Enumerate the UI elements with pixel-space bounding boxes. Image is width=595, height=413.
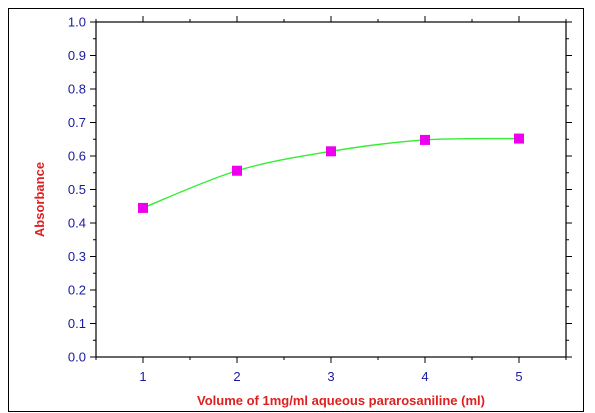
x-tick-label: 3 bbox=[327, 369, 334, 384]
x-tick-label: 4 bbox=[421, 369, 428, 384]
y-tick-label: 0.9 bbox=[68, 48, 86, 63]
data-point-marker bbox=[138, 202, 148, 213]
y-tick-label: 0.6 bbox=[68, 149, 86, 164]
y-tick-label: 0.7 bbox=[68, 115, 86, 130]
x-tick-labels: 1 2 3 4 5 bbox=[139, 369, 522, 384]
data-point-marker bbox=[232, 165, 242, 176]
y-tick-label: 0.4 bbox=[68, 216, 86, 231]
tick-marks bbox=[90, 16, 572, 363]
plot-area-border bbox=[95, 21, 567, 358]
data-point-marker bbox=[514, 133, 524, 144]
data-point-marker bbox=[420, 134, 430, 145]
series bbox=[138, 133, 524, 213]
y-tick-label: 0.0 bbox=[68, 350, 86, 365]
y-tick-label: 0.1 bbox=[68, 316, 86, 331]
x-axis-label: Volume of 1mg/ml aqueous pararosaniline … bbox=[197, 393, 485, 408]
y-tick-label: 0.5 bbox=[68, 182, 86, 197]
x-tick-label: 2 bbox=[233, 369, 240, 384]
data-point-marker bbox=[326, 146, 336, 157]
figure-frame bbox=[8, 8, 584, 412]
y-tick-label: 0.8 bbox=[68, 82, 86, 97]
y-tick-label: 0.3 bbox=[68, 249, 86, 264]
x-tick-label: 5 bbox=[515, 369, 522, 384]
x-tick-label: 1 bbox=[139, 369, 146, 384]
axes bbox=[95, 21, 567, 358]
y-tick-label: 0.2 bbox=[68, 283, 86, 298]
y-tick-labels: 0.0 0.1 0.2 0.3 0.4 0.5 0.6 0.7 0.8 0.9 1.0 bbox=[68, 15, 86, 365]
y-axis-label: Absorbance bbox=[32, 162, 47, 237]
y-tick-label: 1.0 bbox=[68, 15, 86, 30]
